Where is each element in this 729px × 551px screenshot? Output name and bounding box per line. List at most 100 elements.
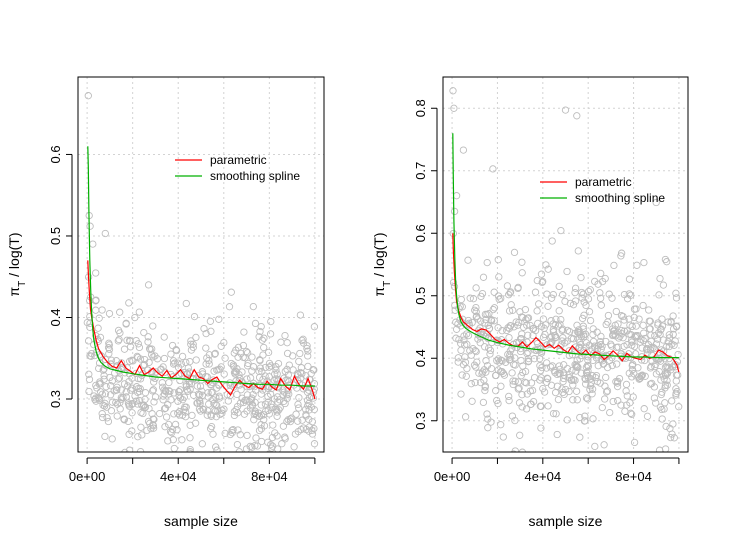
data-point [524,314,533,322]
data-point [285,361,293,369]
data-point [85,375,94,384]
data-point [552,410,560,418]
data-point [544,265,552,273]
data-point [112,398,120,407]
data-point [188,411,196,420]
y-label-subscript: T [17,281,28,287]
data-point [272,406,281,414]
data-point [302,372,310,380]
data-point [672,371,681,379]
data-point [656,403,665,411]
data-point [310,323,319,331]
data-point [103,403,111,411]
data-point [95,364,103,373]
data-point [584,367,592,375]
data-point [284,386,292,395]
data-point [95,380,103,388]
data-point [658,315,666,323]
data-point [199,406,208,414]
data-point [519,362,527,370]
data-point [533,307,541,315]
data-point [652,399,660,407]
data-point [615,374,624,383]
data-point [668,363,677,371]
data-point [522,405,531,413]
legend: parametric smoothing spline [540,175,665,205]
data-point [268,433,277,442]
data-point [505,356,514,364]
data-point [240,328,248,336]
data-point [551,388,560,397]
data-point [174,397,182,405]
data-point [167,350,175,358]
data-point [266,390,275,398]
data-point [160,386,168,394]
data-point [296,349,304,358]
data-point [597,340,605,349]
data-point [495,295,503,303]
data-point [207,412,215,420]
data-point [658,415,666,423]
y-tick-label: 0.5 [48,227,63,245]
x-axis-label: sample size [164,513,238,529]
data-point [90,392,98,400]
y-tick-label: 0.8 [413,99,428,117]
data-point [167,396,175,404]
data-point [249,302,257,311]
x-axis-label: sample size [529,513,603,529]
data-point [555,369,563,378]
legend-label: parametric [210,153,267,167]
data-point [576,413,584,422]
data-point [184,387,192,395]
data-point [280,388,288,396]
data-point [298,416,306,424]
data-point [555,282,563,291]
data-point [104,417,113,426]
data-point [519,313,527,322]
data-point [559,334,567,342]
data-point [112,386,121,394]
data-point [481,382,489,390]
data-point [243,375,251,383]
data-point [211,407,219,415]
data-point [500,371,509,379]
data-point [603,363,612,372]
data-point [592,371,601,380]
data-point [274,359,283,368]
data-point [638,344,646,352]
data-point [539,315,548,323]
data-point [632,305,640,313]
data-point [290,443,298,451]
data-point [646,317,654,325]
data-point [668,340,676,348]
data-point [632,332,640,340]
data-point [582,380,590,388]
x-tick-label: 8e+04 [251,469,288,484]
data-point [630,342,639,351]
data-point [293,369,302,378]
data-point [457,295,465,304]
data-point [464,256,472,264]
data-point [86,222,94,230]
data-point [637,373,645,381]
data-point [669,312,677,320]
data-point [464,316,473,325]
data-point [302,405,310,414]
data-point [589,330,597,339]
data-point [309,366,317,374]
data-point [166,428,175,436]
data-point [589,415,597,423]
data-point [296,311,305,319]
plot-frame [77,76,325,453]
data-point [126,337,134,345]
data-point [237,386,245,394]
data-point [603,387,612,395]
data-point [529,324,538,333]
data-point [108,435,116,443]
data-point [659,281,668,289]
data-point [547,317,555,325]
data-point [536,355,544,363]
data-point [236,374,244,383]
data-point [150,378,158,386]
